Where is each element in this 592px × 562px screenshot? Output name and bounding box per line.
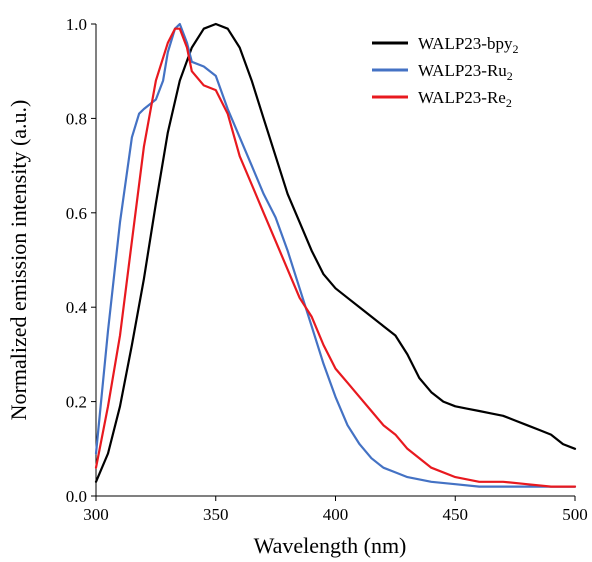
x-tick-label: 450 — [443, 505, 469, 524]
y-tick-label: 0.6 — [66, 204, 87, 223]
y-tick-label: 0.0 — [66, 487, 87, 506]
legend: WALP23-bpy2 WALP23-Ru2 WALP23-Re2 — [372, 34, 518, 110]
series-line-2 — [94, 22, 577, 488]
x-tick-label: 300 — [83, 505, 109, 524]
y-axis-title: Normalized emission intensity (a.u.) — [6, 100, 31, 421]
y-tick-label: 0.2 — [66, 393, 87, 412]
x-tick-label: 350 — [203, 505, 229, 524]
series-layer — [94, 22, 577, 488]
y-tick-label: 0.4 — [66, 298, 88, 317]
x-axis-title: Wavelength (nm) — [254, 533, 407, 558]
y-tick-label: 0.8 — [66, 109, 87, 128]
x-ticks: 300 350 400 450 500 — [83, 496, 588, 524]
series-line-1 — [94, 22, 577, 483]
legend-label: WALP23-bpy2 — [418, 34, 518, 56]
y-tick-label: 1.0 — [66, 15, 87, 34]
legend-label: WALP23-Ru2 — [418, 61, 513, 83]
legend-label: WALP23-Re2 — [418, 88, 512, 110]
y-ticks: 0.0 0.2 0.4 0.6 0.8 1.0 — [66, 15, 96, 506]
series-line-3 — [94, 27, 577, 488]
x-tick-label: 500 — [562, 505, 588, 524]
x-tick-label: 400 — [323, 505, 349, 524]
